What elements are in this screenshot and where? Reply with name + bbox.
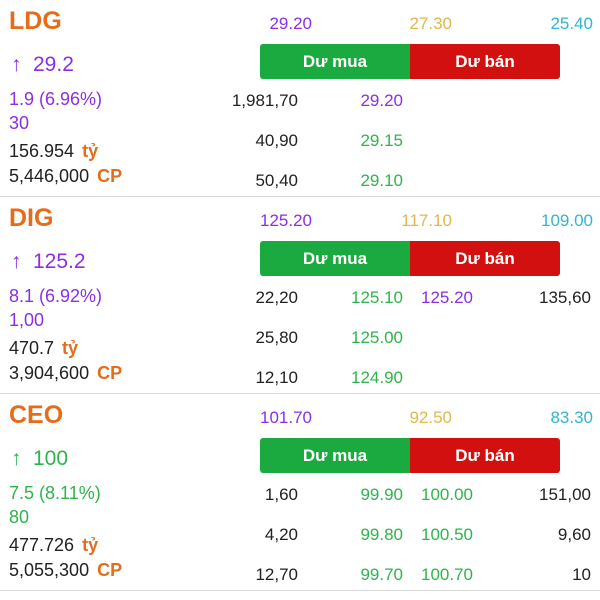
sell-volume: 9,60 [557,525,591,544]
value-unit: tỷ [82,141,99,161]
ceiling-price: 29.20 [269,14,312,33]
stock-symbol[interactable]: CEO [9,401,64,429]
sell-depth-button[interactable]: Dư bán [410,438,560,473]
last-volume: 1,00 [9,310,45,330]
sell-depth-button[interactable]: Dư bán [410,44,560,79]
buy-price: 99.80 [360,525,403,544]
stock-symbol[interactable]: LDG [9,7,62,35]
ceiling-price: 101.70 [260,408,312,427]
sell-volume: 10 [572,565,591,584]
price-change: 8.1 (6.92%) [9,286,103,306]
reference-price: 92.50 [409,408,452,427]
up-arrow-icon: ↑ [11,447,22,470]
sell-price: 100.70 [421,565,473,584]
trade-value-number: 477.726 [9,535,75,555]
last-price-value: 29.2 [33,53,74,76]
trade-value-number: 470.7 [9,338,55,358]
sell-depth-button[interactable]: Dư bán [410,241,560,276]
floor-price: 25.40 [550,14,593,33]
buy-volume: 40,90 [255,131,298,150]
buy-depth-button[interactable]: Dư mua [260,44,410,79]
trade-shares: 3,904,600 CP [9,363,122,384]
shares-unit: CP [97,363,123,383]
trade-shares: 5,055,300 CP [9,560,122,581]
trade-shares-number: 3,904,600 [9,363,90,383]
price-change: 1.9 (6.96%) [9,89,103,109]
last-price: ↑ 29.2 [11,53,74,77]
last-price: ↑ 125.2 [11,250,86,274]
buy-volume: 4,20 [264,525,298,544]
reference-price: 27.30 [409,14,452,33]
trade-shares-number: 5,055,300 [9,560,90,580]
buy-volume: 1,60 [264,485,298,504]
stock-panel-ldg[interactable]: LDG ↑ 29.2 1.9 (6.96%) 30 156.954 tỷ 5,446,00… [0,0,600,197]
last-volume: 80 [9,507,30,527]
buy-depth-button[interactable]: Dư mua [260,241,410,276]
up-arrow-icon: ↑ [11,250,22,273]
last-volume: 30 [9,113,30,133]
reference-price: 117.10 [401,211,452,230]
buy-price: 99.90 [360,485,403,504]
sell-volume: 151,00 [539,485,591,504]
last-price: ↑ 100 [11,447,68,471]
shares-unit: CP [97,560,123,580]
buy-price: 29.10 [360,171,403,190]
last-price-value: 100 [33,447,69,470]
buy-volume: 1,981,70 [231,91,298,110]
buy-volume: 50,40 [255,171,298,190]
last-price-value: 125.2 [33,250,86,273]
buy-price: 125.00 [351,328,403,347]
buy-depth-button[interactable]: Dư mua [260,438,410,473]
sell-price: 125.20 [421,288,473,307]
buy-price: 125.10 [351,288,403,307]
buy-volume: 12,10 [255,368,298,387]
trade-value: 156.954 tỷ [9,141,98,162]
stock-panel-ceo[interactable]: CEO ↑ 100 7.5 (8.11%) 80 477.726 tỷ 5,055,300… [0,394,600,591]
buy-price: 29.20 [360,91,403,110]
sell-price: 100.00 [421,485,473,504]
ceiling-price: 125.20 [260,211,312,230]
trade-value: 470.7 tỷ [9,338,78,359]
up-arrow-icon: ↑ [11,53,22,76]
trade-shares: 5,446,000 CP [9,166,122,187]
floor-price: 109.00 [541,211,593,230]
buy-price: 29.15 [360,131,403,150]
buy-price: 99.70 [360,565,403,584]
trade-value: 477.726 tỷ [9,535,98,556]
value-unit: tỷ [62,338,79,358]
buy-price: 124.90 [351,368,403,387]
trade-shares-number: 5,446,000 [9,166,90,186]
sell-volume: 135,60 [539,288,591,307]
buy-volume: 12,70 [255,565,298,584]
stock-panel-dig[interactable]: DIG ↑ 125.2 8.1 (6.92%) 1,00 470.7 tỷ 3,904,6… [0,197,600,394]
shares-unit: CP [97,166,123,186]
buy-volume: 22,20 [255,288,298,307]
buy-volume: 25,80 [255,328,298,347]
stock-symbol[interactable]: DIG [9,204,54,232]
sell-price: 100.50 [421,525,473,544]
value-unit: tỷ [82,535,99,555]
price-change: 7.5 (8.11%) [9,483,101,503]
trade-value-number: 156.954 [9,141,75,161]
floor-price: 83.30 [550,408,593,427]
